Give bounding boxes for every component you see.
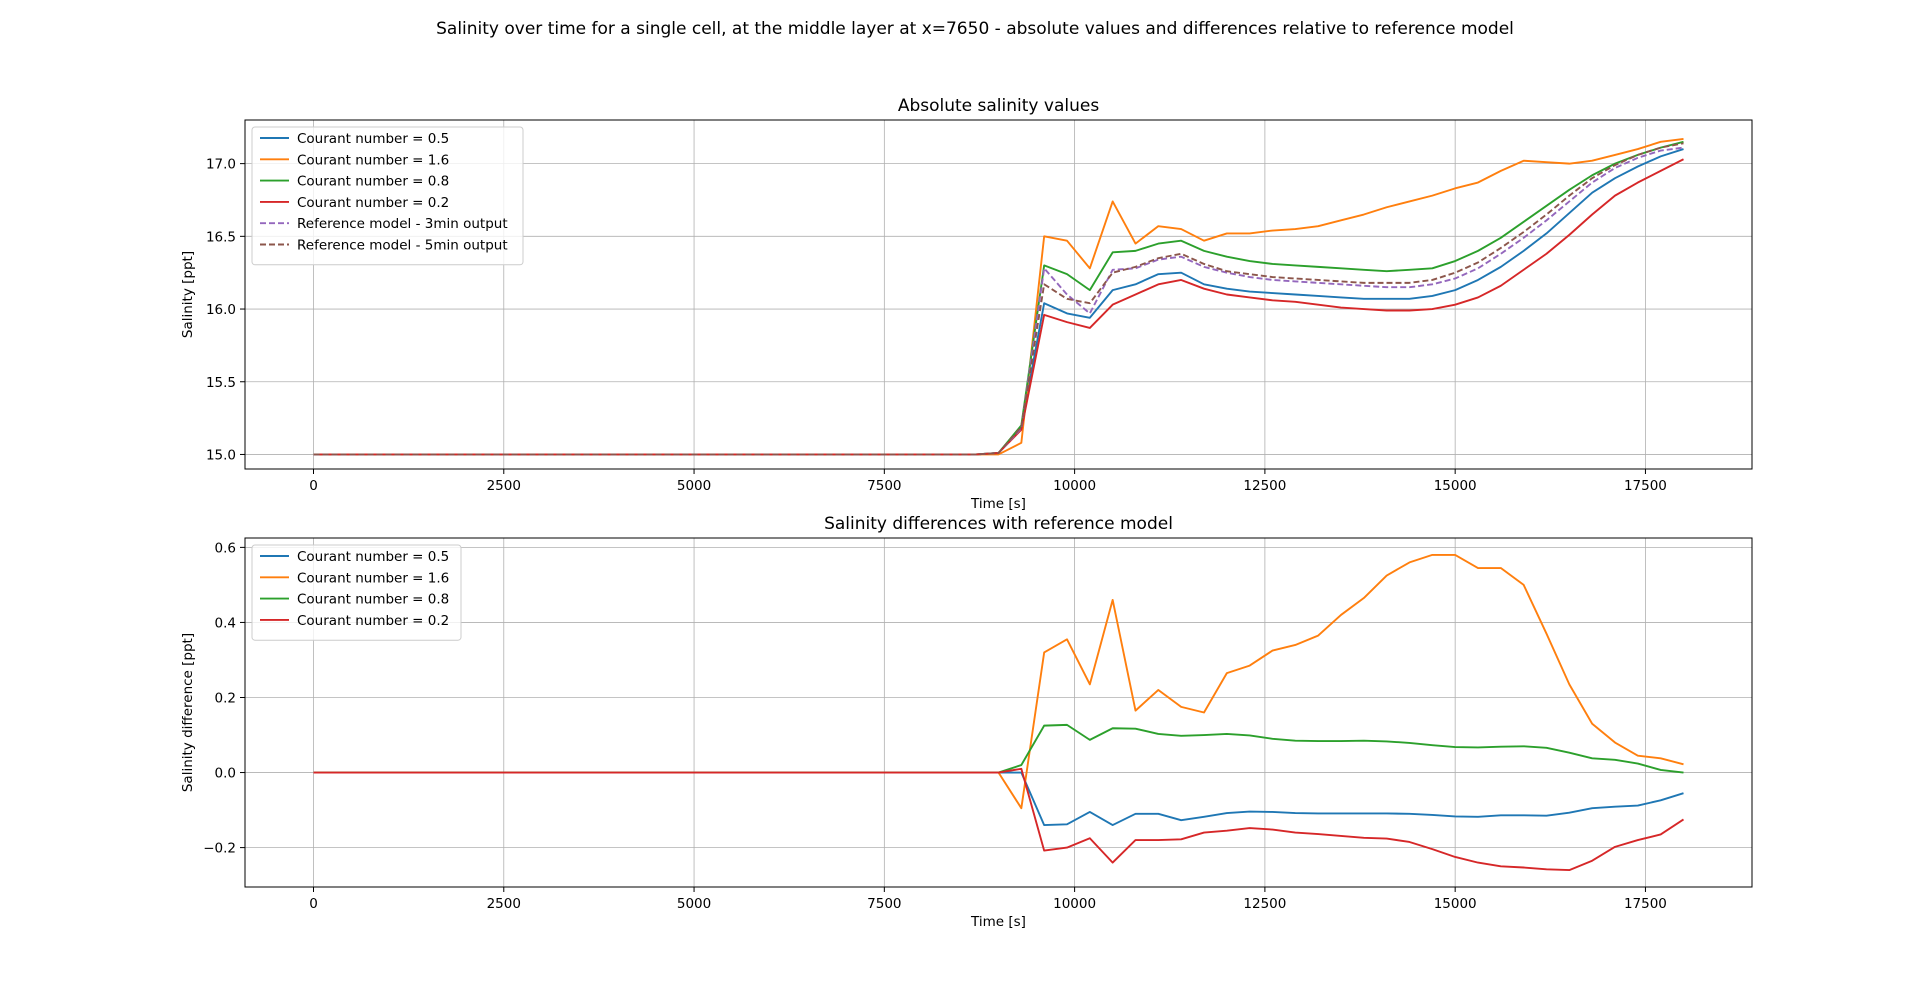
x-tick-label: 7500 [867, 896, 901, 912]
series-line [313, 142, 1684, 456]
x-tick-label: 5000 [677, 478, 711, 494]
legend-entry-label: Reference model - 3min output [297, 216, 508, 232]
legend-entry-label: Courant number = 0.2 [297, 195, 449, 211]
series-line [313, 767, 1685, 872]
x-axis-label: Time [s] [970, 914, 1026, 930]
x-tick-label: 17500 [1624, 896, 1667, 912]
y-tick-label: 0.4 [215, 615, 236, 631]
x-tick-label: 17500 [1624, 478, 1667, 494]
y-tick-label: 16.5 [206, 229, 236, 245]
series-line [313, 723, 1684, 774]
x-tick-label: 0 [309, 896, 318, 912]
x-tick-label: 2500 [487, 896, 521, 912]
y-tick-label: 0.2 [215, 690, 236, 706]
y-tick-label: 17.0 [206, 157, 236, 173]
legend-entry-label: Courant number = 0.8 [297, 174, 449, 190]
x-tick-label: 10000 [1053, 478, 1096, 494]
legend-entry-label: Courant number = 1.6 [297, 152, 449, 168]
y-tick-label: −0.2 [203, 841, 236, 857]
series-line [313, 771, 1684, 827]
legend-entry-label: Courant number = 0.2 [297, 613, 449, 629]
y-tick-label: 16.0 [206, 302, 236, 318]
legend-box [251, 544, 462, 641]
absolute-salinity-panel: 0 2500 5000 7500 10000 12500 15000 17500 15.0 15.… [180, 96, 1753, 512]
series-line [313, 553, 1684, 810]
x-tick-label: 5000 [677, 896, 711, 912]
legend-entry-label: Courant number = 0.5 [297, 131, 449, 147]
legend-entry-label: Courant number = 1.6 [297, 570, 449, 586]
axes-frame [244, 119, 1753, 470]
axes-frame [244, 537, 1753, 888]
legend: Courant number = 0.5 Courant number = 1.6… [251, 126, 524, 266]
chart-title: Salinity differences with reference mode… [824, 514, 1173, 534]
legend: Courant number = 0.5 Courant number = 1.6… [251, 544, 462, 641]
y-tick-label: 0.6 [215, 540, 236, 556]
salinity-differences-panel: 0 2500 5000 7500 10000 12500 15000 17500 −0.2 0.0… [180, 514, 1753, 930]
y-axis-label: Salinity [ppt] [180, 251, 196, 338]
x-tick-label: 15000 [1434, 478, 1477, 494]
x-tick-label: 12500 [1243, 478, 1286, 494]
legend-entry-label: Courant number = 0.8 [297, 592, 449, 608]
x-tick-label: 12500 [1243, 896, 1286, 912]
x-tick-label: 10000 [1053, 896, 1096, 912]
x-tick-label: 7500 [867, 478, 901, 494]
legend-entry-label: Courant number = 0.5 [297, 549, 449, 565]
y-tick-label: 0.0 [215, 766, 236, 782]
x-tick-label: 2500 [487, 478, 521, 494]
y-tick-label: 15.5 [206, 375, 236, 391]
figure-suptitle: Salinity over time for a single cell, at… [436, 19, 1514, 39]
y-tick-label: 15.0 [206, 447, 236, 463]
chart-title: Absolute salinity values [898, 96, 1099, 116]
legend-box [251, 126, 524, 266]
x-tick-label: 15000 [1434, 896, 1477, 912]
y-axis-label: Salinity difference [ppt] [180, 633, 196, 792]
legend-entry-label: Reference model - 5min output [297, 238, 508, 254]
x-tick-label: 0 [309, 478, 318, 494]
x-axis-label: Time [s] [970, 496, 1026, 512]
